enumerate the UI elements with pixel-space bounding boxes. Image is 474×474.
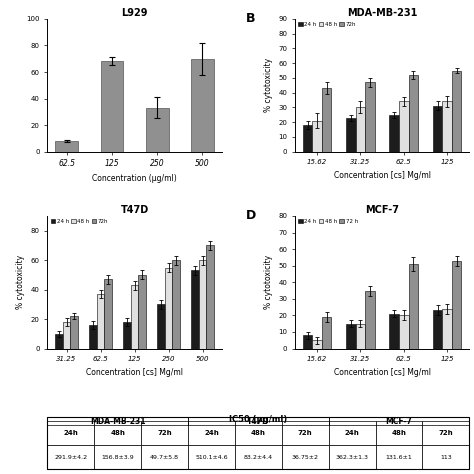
Bar (442, 101, 452, 152)
Bar (63, 322, 70, 348)
Legend: 24 h, 48 h, 72h: 24 h, 48 h, 72h (50, 219, 109, 225)
X-axis label: Concentration [cs] Mg/ml: Concentration [cs] Mg/ml (86, 368, 183, 377)
Bar (70, 316, 78, 348)
X-axis label: Concentration (μg/ml): Concentration (μg/ml) (92, 174, 177, 183)
Bar (123, 322, 131, 348)
Bar (303, 125, 312, 152)
Bar (365, 291, 375, 348)
Bar (399, 315, 409, 348)
Bar (452, 71, 461, 152)
Bar (433, 310, 442, 348)
Bar (89, 325, 97, 348)
Text: D: D (246, 210, 256, 222)
Bar (165, 267, 173, 348)
Bar (365, 82, 375, 152)
Text: MCF-7: MCF-7 (385, 417, 412, 426)
Bar (312, 121, 322, 152)
Text: MDA-MB-231: MDA-MB-231 (90, 417, 146, 426)
Bar (322, 88, 331, 152)
Bar (312, 340, 322, 348)
Bar (191, 271, 199, 348)
Title: T47D: T47D (120, 205, 149, 215)
Bar (55, 141, 78, 152)
Title: L929: L929 (121, 8, 148, 18)
Bar (157, 304, 165, 348)
Bar (390, 314, 399, 348)
Bar (409, 75, 418, 152)
Bar (356, 324, 365, 348)
Text: T47D: T47D (247, 417, 270, 426)
Bar (100, 62, 123, 152)
Bar (303, 335, 312, 348)
Y-axis label: % cytotoxicity: % cytotoxicity (264, 58, 273, 112)
Bar (322, 317, 331, 348)
Bar (55, 334, 63, 348)
Bar (173, 260, 180, 348)
Bar (138, 275, 146, 348)
Bar (390, 115, 399, 152)
Bar (433, 106, 442, 152)
Bar (146, 108, 169, 152)
Bar (199, 260, 206, 348)
Bar (409, 264, 418, 348)
Bar (346, 324, 356, 348)
Bar (104, 279, 112, 348)
Bar (356, 108, 365, 152)
Bar (328, 418, 469, 425)
Legend: 24 h, 48 h, 72 h: 24 h, 48 h, 72 h (298, 219, 358, 225)
Title: MCF-7: MCF-7 (365, 205, 399, 215)
Bar (399, 101, 409, 152)
Y-axis label: % cytotoxicity: % cytotoxicity (16, 255, 25, 310)
Title: MDA-MB-231: MDA-MB-231 (347, 8, 417, 18)
Bar (188, 418, 328, 425)
Text: IC50 (μg/ml): IC50 (μg/ml) (229, 415, 287, 424)
Bar (191, 59, 214, 152)
Y-axis label: % cytotoxicity: % cytotoxicity (264, 255, 273, 310)
Bar (47, 418, 188, 425)
Bar (346, 118, 356, 152)
Bar (442, 309, 452, 348)
Bar (97, 294, 104, 348)
Text: B: B (246, 12, 255, 25)
Bar (452, 261, 461, 348)
Bar (131, 285, 138, 348)
X-axis label: Concentration [cs] Mg/ml: Concentration [cs] Mg/ml (334, 171, 430, 180)
X-axis label: Concentration [cs] Mg/ml: Concentration [cs] Mg/ml (334, 368, 430, 377)
Bar (206, 246, 214, 348)
Legend: 24 h, 48 h, 72h: 24 h, 48 h, 72h (298, 22, 356, 28)
